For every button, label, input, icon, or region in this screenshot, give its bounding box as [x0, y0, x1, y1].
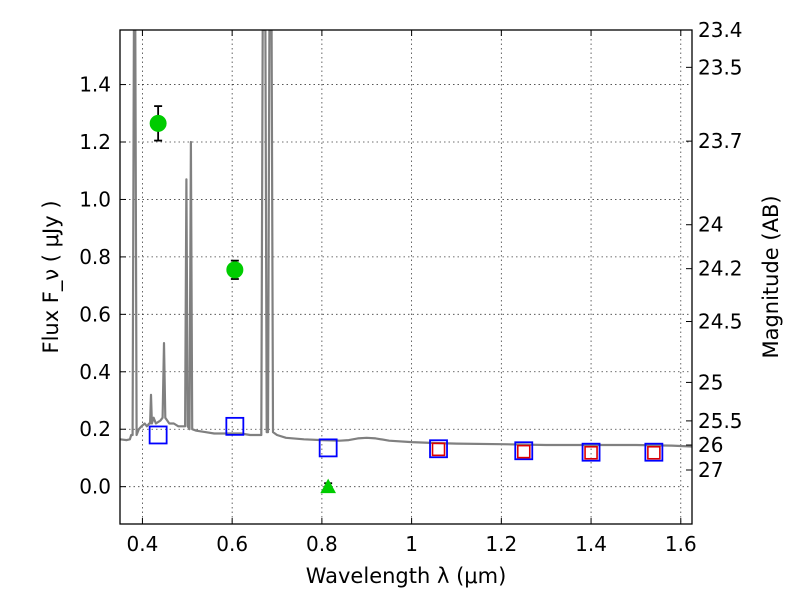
model-photometry-point [581, 442, 601, 462]
x-tick-label: 0.8 [306, 532, 338, 556]
sed-model-line [120, 30, 692, 448]
model-photometry-point [318, 438, 338, 458]
y-tick-label: 1.0 [79, 187, 111, 211]
right-tick-label: 23.7 [698, 129, 743, 153]
x-tick-label: 1.2 [485, 532, 517, 556]
model-photometry-point [429, 439, 448, 459]
y-tick-label: 1.2 [79, 130, 111, 154]
ir-photometry-point [516, 444, 531, 459]
detection-point [149, 114, 167, 132]
y-tick-label: 0.8 [79, 245, 111, 269]
right-tick-label: 24.5 [698, 310, 743, 334]
x-axis-title: Wavelength λ (μm) [306, 564, 507, 588]
right-tick-label: 23.4 [698, 18, 743, 42]
model-photometry-point [514, 441, 534, 461]
x-tick-label: 1 [405, 532, 418, 556]
ir-photometry-point [647, 445, 661, 460]
y-tick-label: 0.4 [79, 360, 111, 384]
y-axis-title: Flux F_ν ( μJy ) [39, 200, 64, 353]
grid [120, 30, 692, 524]
right-tick-label: 23.5 [698, 55, 743, 79]
right-tick-label: 25 [698, 370, 723, 394]
right-tick-label: 24.2 [698, 257, 743, 281]
x-tick-label: 0.4 [127, 532, 159, 556]
ir-photometry-point [431, 442, 446, 457]
ir-photometry-point [584, 445, 598, 460]
right-tick-label: 25.5 [698, 409, 743, 433]
detection-point [226, 261, 244, 279]
right-tick-label: 24 [698, 213, 723, 237]
upper-limit-marker [320, 478, 337, 494]
right-tick-label: 27 [698, 458, 723, 482]
y-axis-right-title: Magnitude (AB) [759, 195, 783, 358]
y-tick-label: 0.6 [79, 302, 111, 326]
y-tick-label: 1.4 [79, 73, 111, 97]
x-tick-label: 1.6 [665, 532, 697, 556]
model-photometry-point [644, 442, 664, 462]
y-tick-label: 0.2 [79, 417, 111, 441]
right-tick-label: 26 [698, 433, 723, 457]
plot-frame [119, 29, 693, 525]
x-tick-label: 0.6 [216, 532, 248, 556]
plot-data [120, 30, 692, 494]
model-photometry-point [225, 416, 245, 436]
axes: 0.4 0.6 0.8 1 1.2 1.4 1.6 0.0 0.2 0.4 0.6 0.8 1.0 1.2… [79, 18, 742, 556]
model-photometry-point [148, 425, 168, 445]
y-tick-label: 0.0 [79, 475, 111, 499]
x-tick-label: 1.4 [575, 532, 607, 556]
